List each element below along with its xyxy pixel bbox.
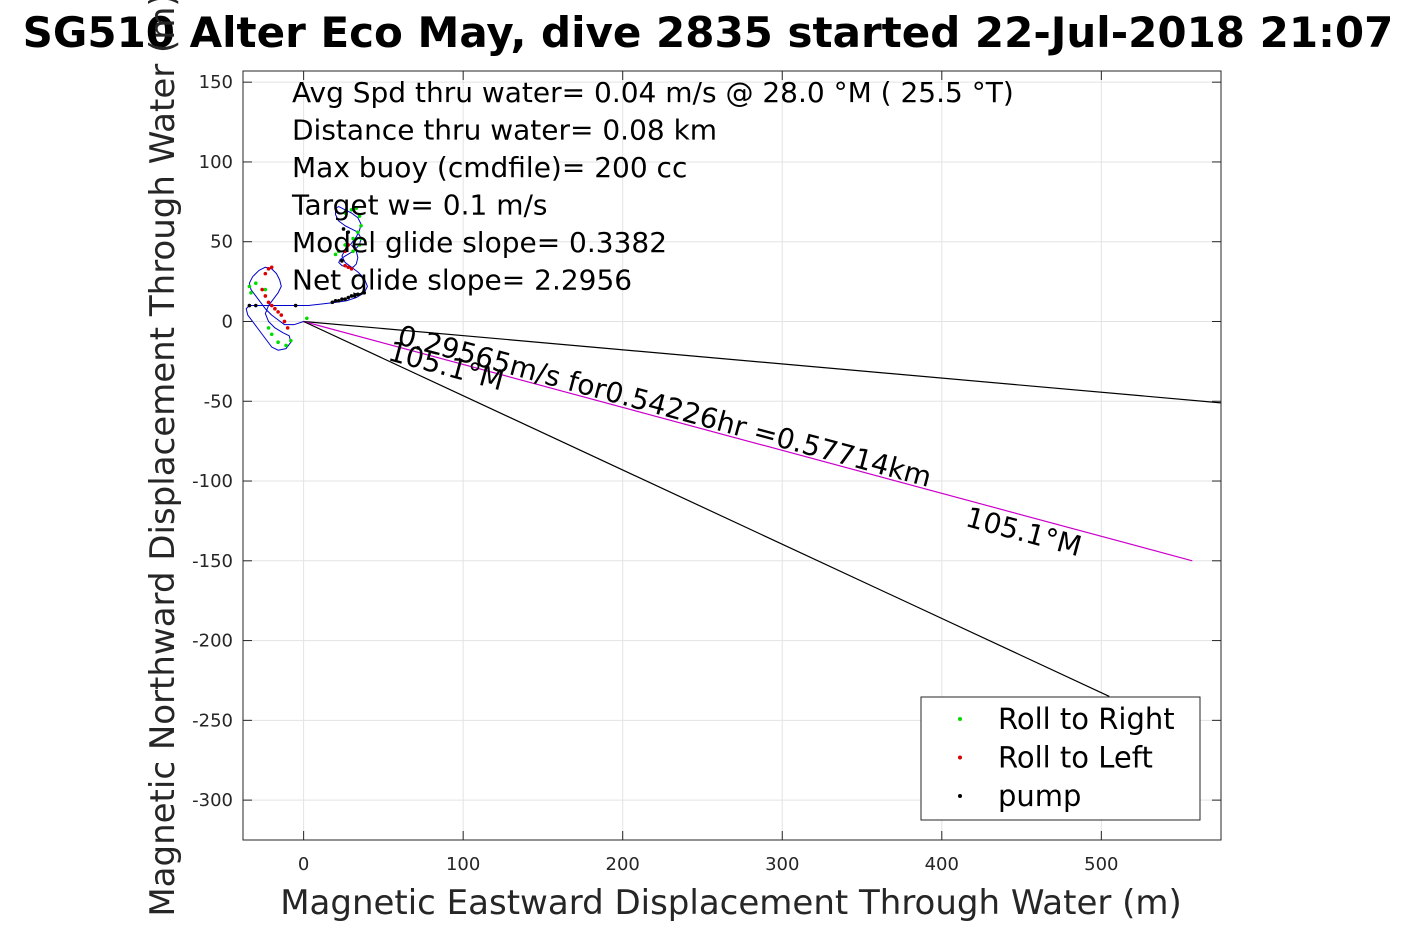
data-point (362, 290, 367, 295)
legend-marker (958, 717, 962, 721)
data-point (263, 294, 268, 298)
data-point (289, 338, 293, 343)
legend-marker (958, 794, 962, 798)
data-point (269, 303, 274, 308)
data-point (341, 227, 346, 231)
data-point (273, 306, 277, 311)
stat-line: Max buoy (cmdfile)= 200 cc (292, 151, 687, 184)
series-points (247, 206, 367, 348)
stat-line: Model glide slope= 0.3382 (292, 226, 667, 259)
data-point (346, 295, 351, 300)
data-point (269, 265, 274, 270)
data-point (340, 259, 344, 263)
data-point (333, 298, 338, 303)
data-point (346, 243, 351, 247)
y-tick-label: -150 (192, 551, 233, 572)
y-axis-label: Magnetic Northward Displacement Through … (143, 0, 183, 917)
axis-ticks: 0 100 200 300 400 500150100500-50-100-150-200… (192, 71, 1221, 875)
data-point (343, 297, 347, 301)
x-tick-label: 0 (298, 854, 309, 875)
data-point (359, 236, 363, 241)
course-lines (303, 320, 1222, 697)
data-point (266, 300, 271, 305)
data-point (247, 303, 252, 308)
data-point (263, 287, 268, 292)
data-point (336, 249, 341, 254)
data-point (354, 206, 359, 211)
y-tick-label: -300 (192, 790, 233, 811)
y-tick-label: 150 (199, 72, 233, 93)
data-point (266, 326, 271, 330)
data-point (346, 265, 351, 270)
x-tick-label: 100 (446, 854, 480, 875)
data-point (263, 271, 268, 276)
y-tick-label: -250 (192, 710, 233, 731)
data-point (351, 236, 355, 241)
legend-label: Roll to Right (998, 702, 1175, 736)
data-point (357, 214, 362, 218)
x-tick-label: 400 (925, 854, 959, 875)
plot-frame (242, 70, 1222, 841)
data-point (343, 249, 347, 254)
data-point (284, 343, 288, 348)
y-tick-label: -200 (192, 631, 233, 652)
legend-box (920, 696, 1201, 821)
data-point (351, 249, 355, 254)
y-tick-label: -50 (204, 391, 233, 412)
data-point (356, 230, 360, 234)
data-point (266, 267, 271, 271)
data-point (253, 303, 258, 308)
data-point (253, 281, 258, 285)
x-tick-label: 300 (765, 854, 799, 875)
stat-line: Target w= 0.1 m/s (291, 189, 548, 222)
data-point (346, 230, 351, 234)
stat-line: Distance thru water= 0.08 km (292, 114, 717, 147)
chart-title: SG510 Alter Eco May, dive 2835 started 2… (23, 8, 1394, 57)
data-point (343, 211, 347, 215)
data-point (349, 267, 354, 271)
data-point (333, 252, 338, 257)
data-point (293, 303, 298, 308)
data-point (260, 287, 264, 292)
data-point (340, 297, 344, 301)
data-point (336, 298, 341, 303)
dive-stats: Avg Spd thru water= 0.04 m/s @ 28.0 °M (… (291, 76, 1014, 297)
y-tick-label: 0 (222, 311, 233, 332)
data-point (357, 243, 362, 247)
y-tick-label: -100 (192, 471, 233, 492)
course-line (303, 320, 1222, 404)
data-point (352, 294, 357, 298)
data-point (330, 300, 335, 305)
course-line (303, 320, 1193, 562)
data-point (349, 208, 354, 212)
data-point (249, 290, 253, 295)
y-tick-label: 100 (199, 152, 233, 173)
legend: Roll to Right Roll to Left pump (920, 696, 1201, 821)
data-point (343, 243, 347, 247)
legend-label: pump (998, 779, 1081, 813)
data-point (285, 326, 290, 330)
data-point (276, 340, 280, 345)
x-tick-label: 200 (606, 854, 640, 875)
data-point (305, 316, 309, 321)
data-point (247, 284, 252, 289)
data-point (276, 310, 280, 314)
data-point (343, 263, 347, 268)
legend-marker (958, 755, 962, 760)
legend-label: Roll to Left (998, 741, 1153, 775)
stat-line: Avg Spd thru water= 0.04 m/s @ 28.0 °M (… (292, 76, 1014, 109)
data-point (279, 313, 284, 317)
data-point (269, 332, 274, 337)
y-tick-label: 50 (210, 232, 233, 253)
data-point (349, 294, 354, 298)
data-point (356, 292, 360, 297)
stat-line: Net glide slope= 2.2956 (292, 264, 632, 297)
course-line (303, 320, 1110, 697)
x-axis-label: Magnetic Eastward Displacement Through W… (280, 883, 1182, 923)
data-point (359, 223, 363, 228)
x-tick-label: 500 (1084, 854, 1118, 875)
data-point (282, 319, 287, 324)
